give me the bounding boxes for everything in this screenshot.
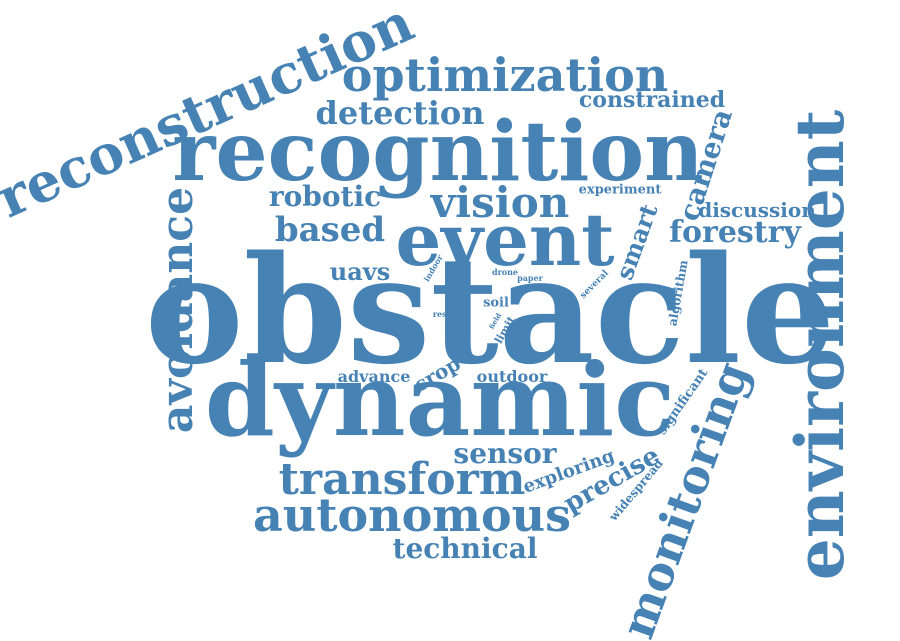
- word-result: result: [432, 309, 460, 319]
- word-technical: technical: [392, 532, 538, 565]
- word-soil: soil: [483, 295, 509, 311]
- word-based: based: [274, 210, 386, 250]
- word-autonomous: autonomous: [252, 488, 572, 542]
- word-avoidance: avoidance: [152, 186, 203, 434]
- word-obstacle: obstacle: [144, 223, 836, 397]
- word-sensor: sensor: [453, 437, 557, 470]
- word-paper: paper: [517, 273, 543, 283]
- word-uavs: uavs: [329, 257, 391, 286]
- word-transform: transform: [278, 454, 526, 505]
- word-drone: drone: [491, 267, 519, 277]
- word-detection: detection: [315, 94, 485, 132]
- word-recognition: recognition: [172, 104, 704, 200]
- word-forestry: forestry: [669, 215, 801, 250]
- word-environment: environment: [781, 109, 859, 581]
- word-discussion: discussion: [698, 198, 816, 222]
- word-vision: vision: [430, 178, 570, 227]
- word-event: event: [395, 197, 615, 282]
- word-outdoor: outdoor: [476, 367, 548, 386]
- word-dynamic: dynamic: [204, 341, 676, 459]
- word-advance: advance: [337, 367, 411, 386]
- word-optimization: optimization: [341, 48, 669, 102]
- word-experiment: experiment: [578, 182, 662, 198]
- word-constrained: constrained: [578, 87, 726, 113]
- word-robotic: robotic: [268, 180, 382, 213]
